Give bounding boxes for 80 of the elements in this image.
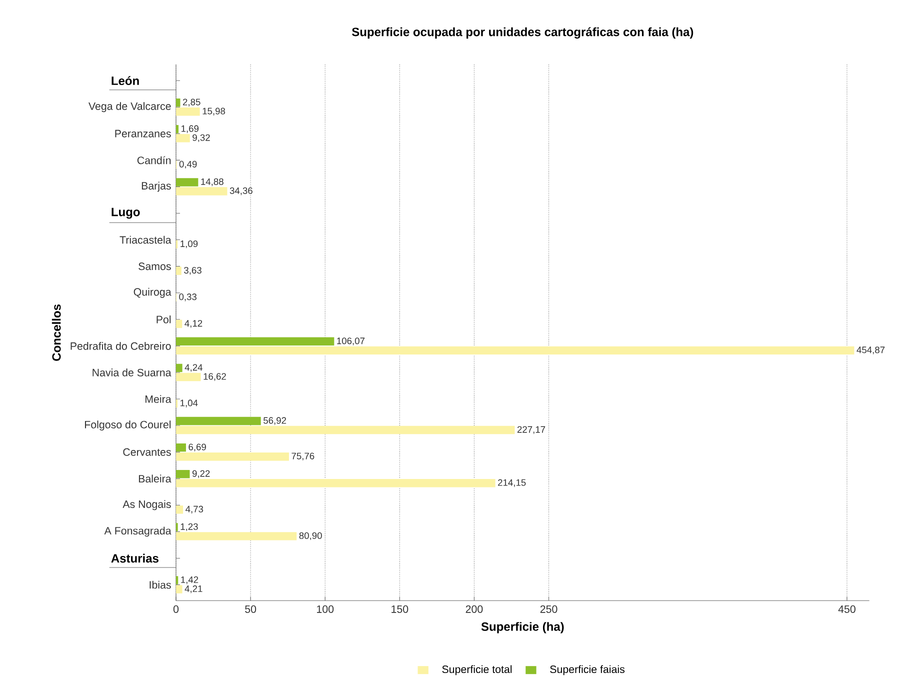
y-tick-label: Pedrafita do Cebreiro [70,342,171,350]
bar [176,364,182,372]
y-tick-label: Samos [138,262,171,270]
bar [176,178,198,186]
y-tick-label: Cervantes [123,448,171,456]
bar [176,443,186,452]
data-label: 14,88 [201,178,224,186]
bar [176,266,182,275]
bar [176,346,854,355]
data-label: 16,62 [204,373,226,381]
y-tick-label: A Fonsagrada [104,526,172,537]
data-label: 1,09 [180,240,198,248]
bar [176,506,184,514]
bar [176,372,201,382]
data-label: 227,17 [517,426,546,434]
bar [176,479,496,488]
y-tick-label: Vega de Valcarce [88,102,171,112]
y-tick-label: Navia de Suarna [92,368,172,376]
bar [176,416,261,426]
y-tick-label: Ibias [150,580,171,589]
text: Asturias [111,554,158,563]
legend-label: Superficie faiais [550,665,625,676]
x-tick-label: 250 [540,605,558,613]
bar [176,470,190,478]
text: León [112,76,139,86]
y-tick-label: Candín [137,156,171,164]
y-axis-title: Concellos [52,304,61,361]
data-label: 1,69 [182,125,199,133]
text: Lugo [112,208,140,219]
data-label: 106,07 [337,338,365,346]
data-label: 15,98 [202,108,226,116]
x-tick-label: 0 [173,605,179,613]
bar [176,134,190,142]
x-tick-label: 150 [392,605,408,613]
bar [176,585,182,594]
x-tick-label: 450 [838,605,856,613]
bar [176,125,179,134]
data-label: 1,42 [181,576,198,584]
data-label: 4,73 [186,506,204,514]
data-label: 214,15 [498,479,526,487]
bar [176,108,200,116]
bar [176,320,182,328]
bar [176,426,515,434]
data-label: 80,90 [299,532,322,540]
chart-title: Superficie ocupada por unidades cartográficas con faia (ha) [352,27,694,39]
bar [176,98,180,107]
y-tick-label: Baleira [138,474,172,483]
data-label: 1,23 [180,523,198,532]
data-label: 9,22 [192,470,210,478]
x-tick-label: 200 [466,605,483,613]
data-label: 9,32 [192,134,210,142]
y-tick-label: Triacastela [120,236,172,244]
data-label: 34,36 [230,187,252,196]
data-label: 2,85 [182,98,200,106]
data-label: 4,21 [184,585,202,594]
data-label: 1,04 [180,400,198,408]
x-tick-label: 100 [317,605,334,613]
x-axis-title: Superficie (ha) [481,622,564,634]
y-tick-label: Folgoso do Courel [85,420,171,431]
data-label: 0,49 [179,160,197,169]
bar [176,187,228,196]
data-label: 56,92 [264,417,286,425]
y-tick-label: Barjas [142,182,171,192]
data-label: 4,12 [184,320,202,328]
y-tick-label: As Nogais [122,500,171,510]
bar [176,452,289,461]
bar [176,337,334,346]
data-label: 75,76 [292,452,314,460]
y-tick-label: Pol [156,315,171,324]
bar [176,532,297,540]
data-label: 0,33 [179,294,197,302]
y-tick-label: Meira [146,395,172,403]
data-label: 454,87 [856,346,885,354]
legend-label: Superficie total [442,665,512,676]
data-label: 3,63 [184,266,202,275]
data-label: 6,69 [188,444,206,452]
y-tick-label: Peranzanes [115,130,171,138]
data-label: 4,24 [184,364,202,372]
y-tick-label: Quiroga [134,288,172,298]
x-tick-label: 50 [245,605,256,613]
